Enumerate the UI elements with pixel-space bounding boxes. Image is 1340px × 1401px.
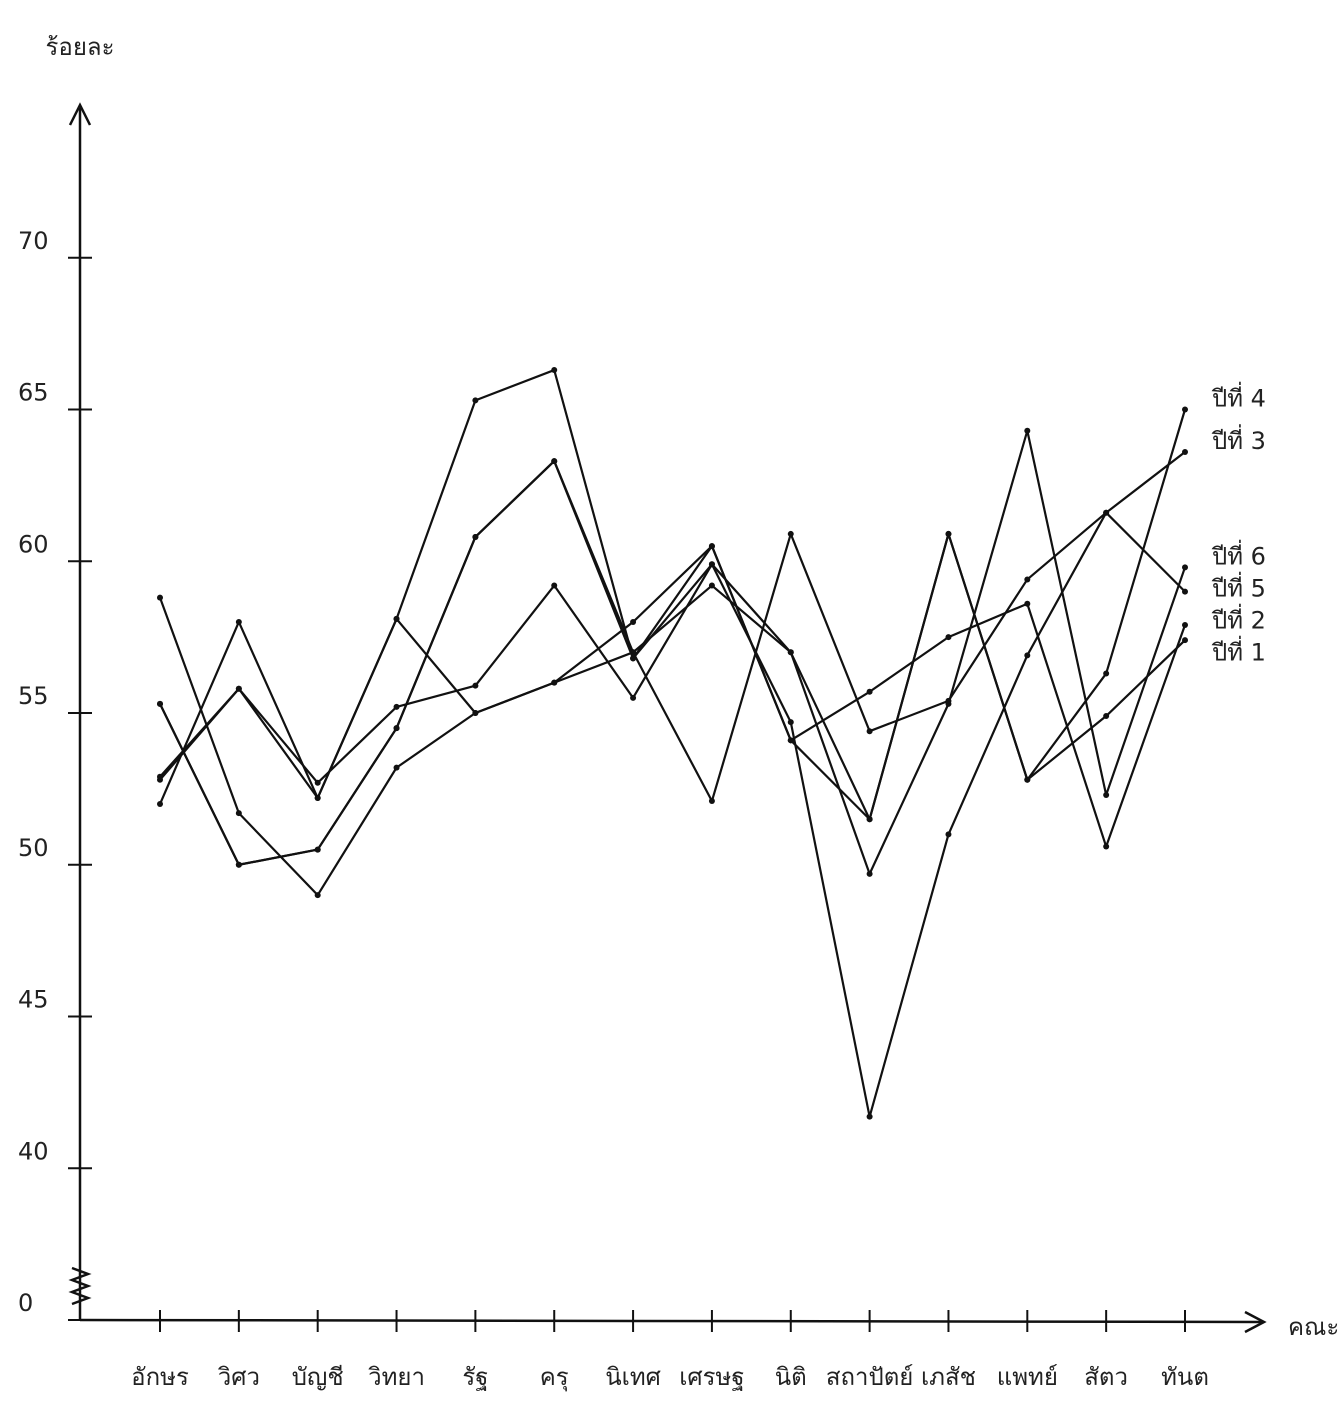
point [314,794,321,801]
point [393,764,400,771]
point [1024,776,1031,783]
point [472,533,479,540]
point [157,700,163,707]
x-tick-label: รัฐ [462,1363,488,1391]
point [235,685,242,692]
x-tick-label: สถาปัตย์ [826,1363,914,1391]
point [787,737,794,744]
y-tick-label: 40 [18,1137,49,1165]
point [1103,843,1110,850]
series-line [158,511,1186,897]
point [945,530,952,537]
y-tick-label: 60 [18,530,49,558]
point [1182,621,1188,628]
y-tick-label: 45 [18,986,49,1014]
point [235,861,242,868]
point [1182,448,1188,455]
point [787,649,794,656]
point [1182,406,1188,413]
series-label: ปีที่ 4 [1211,382,1266,413]
point [1103,713,1110,720]
point [1103,509,1110,516]
x-tick-label: อักษร [131,1363,189,1391]
point [945,634,952,641]
point [1103,670,1110,677]
x-tick-label: บัญชี [292,1363,344,1391]
point [945,831,952,838]
point [1024,600,1031,607]
point [708,582,715,589]
point [708,561,715,568]
point [866,816,873,823]
point [393,725,400,732]
point [630,618,637,625]
point [787,719,794,726]
point [1024,576,1031,583]
point [866,1113,873,1120]
x-tick-label: วิศว [217,1363,260,1391]
point [866,870,873,877]
point [551,458,558,465]
point [157,594,163,601]
y-axis-label: ร้อยละ [46,33,115,61]
x-tick-label: ทันต [1161,1363,1209,1391]
x-tick-label: เศรษฐ [679,1363,744,1391]
point [235,618,242,625]
series-label: ปีที่ 6 [1211,539,1266,570]
y-tick-label: 55 [18,682,49,710]
x-tick-label: วิทยา [368,1363,425,1391]
axis-break [68,1266,92,1306]
point [708,543,715,550]
series-label: ปีที่ 1 [1211,635,1266,666]
point [630,694,637,701]
x-tick-label: สัตว [1084,1363,1128,1391]
point [551,582,558,589]
point [866,728,873,735]
point [1182,564,1188,571]
point [1103,791,1110,798]
point [1182,637,1188,644]
point [945,697,952,704]
point [157,801,163,808]
series-label: ปีที่ 2 [1211,603,1266,634]
y-tick-label: 70 [18,227,49,255]
point [1182,588,1188,595]
x-tick-label: แพทย์ [997,1363,1058,1391]
y-tick-label: 65 [18,379,49,407]
series-line [159,544,1187,848]
x-tick-label: เภสัช [921,1363,976,1391]
point [708,798,715,805]
point [314,779,321,786]
point [472,710,479,716]
point [157,773,163,780]
y-axis-arrow [68,102,92,126]
y-tick-label: 50 [18,834,49,862]
x-axis [79,1318,1263,1324]
point [314,846,321,853]
point [551,367,558,374]
x-tick-label: นิติ [775,1363,807,1391]
series-line [159,459,1186,866]
x-tick-label: นิเทศ [605,1363,661,1391]
point [551,679,558,686]
point [630,655,637,662]
series-label: ปีที่ 3 [1211,424,1266,455]
point [1024,652,1031,659]
point [472,682,479,689]
point [472,397,479,404]
point [787,530,794,537]
point [866,688,873,695]
x-tick-label: ครุ [540,1363,569,1392]
point [314,892,321,899]
point [393,703,400,710]
point [1024,427,1031,434]
x-axis-label: คณะ [1288,1313,1339,1341]
x-axis-arrow [1244,1310,1267,1334]
y-tick-label: 0 [18,1289,33,1317]
point [393,615,400,622]
series-label: ปีที่ 5 [1211,571,1266,602]
point [235,810,242,817]
